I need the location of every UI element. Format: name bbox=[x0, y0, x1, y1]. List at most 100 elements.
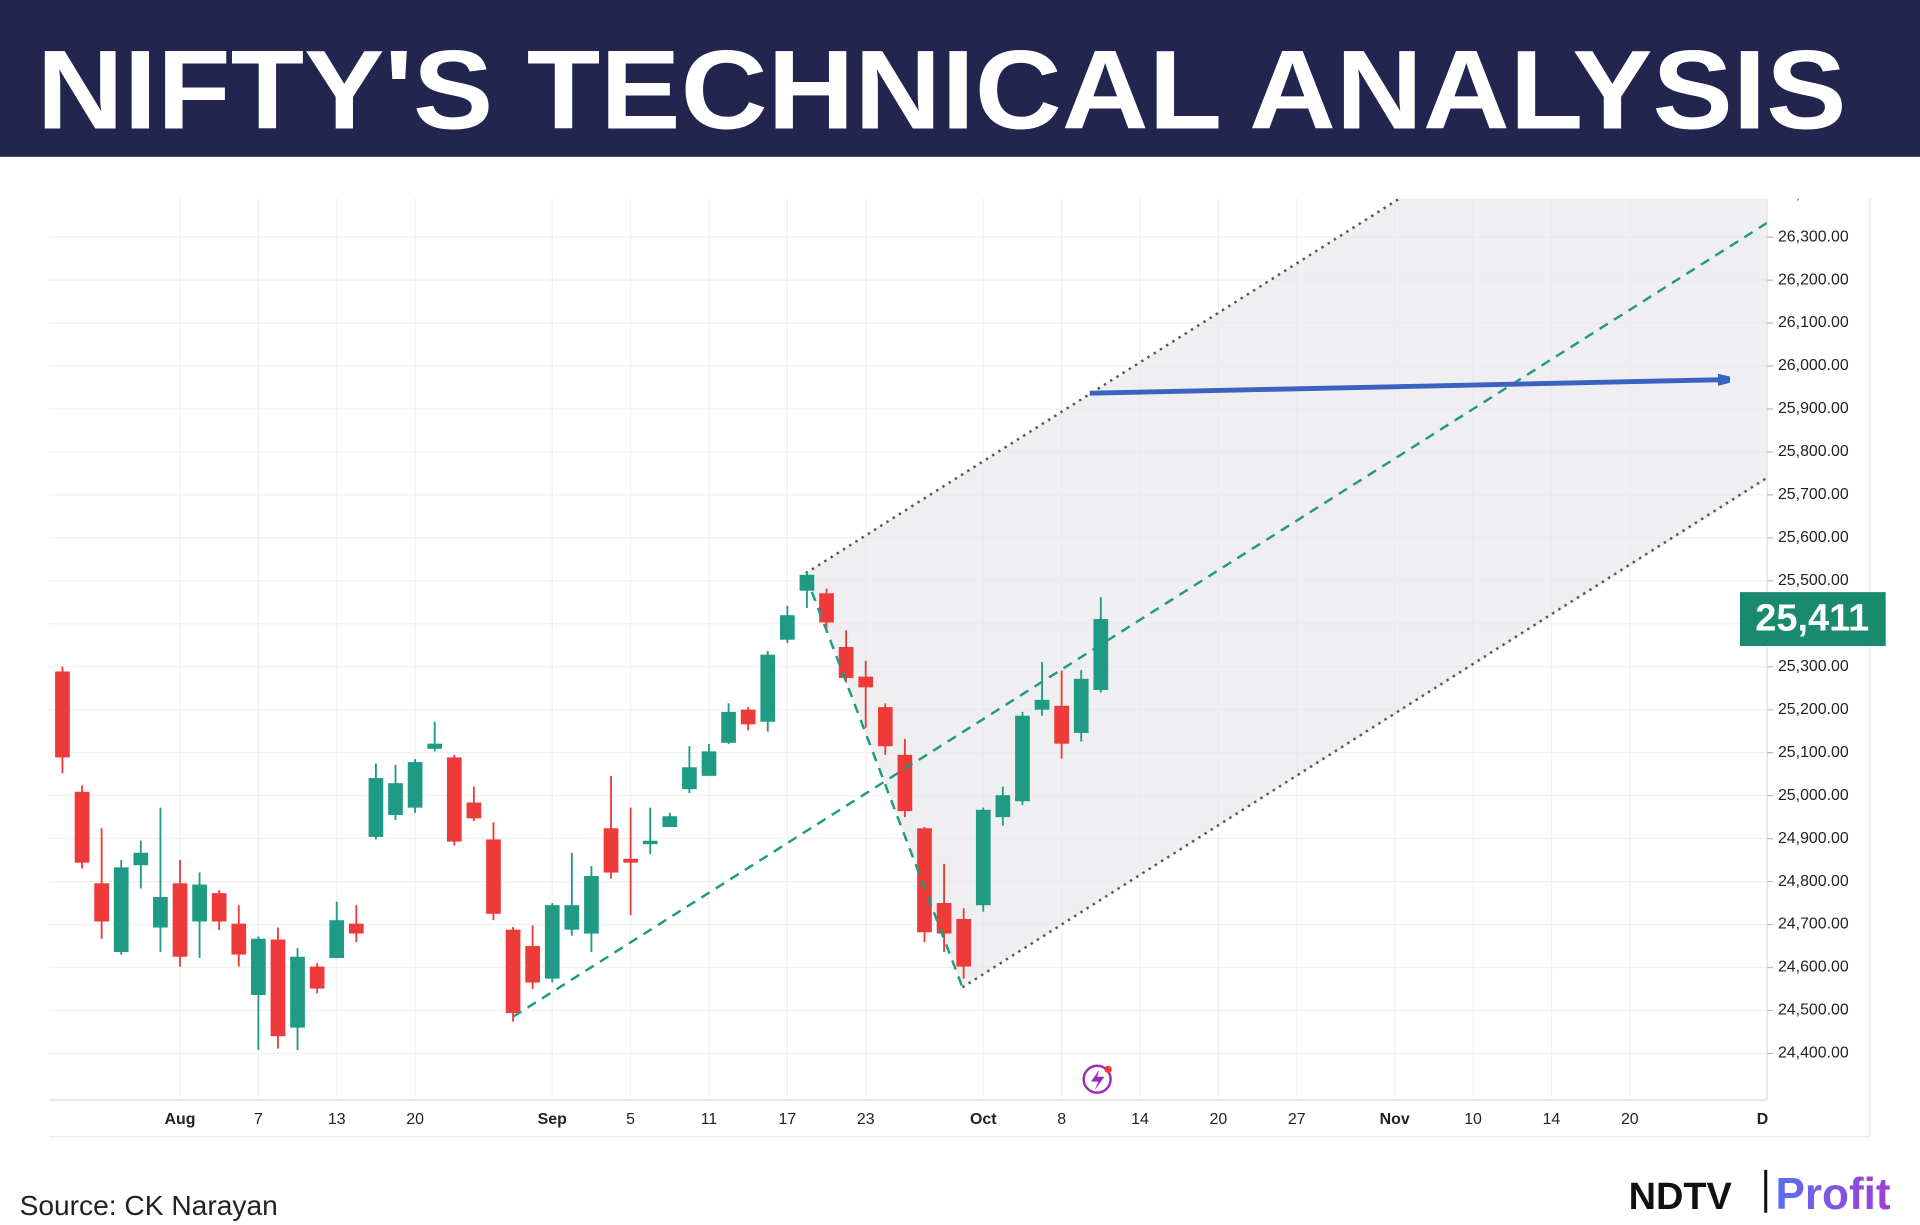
x-tick-label: Oct bbox=[970, 1111, 997, 1128]
y-tick-label: 25,500.00 bbox=[1778, 572, 1849, 589]
y-tick-label: 26,200.00 bbox=[1778, 271, 1849, 288]
y-tick-label: 25,200.00 bbox=[1778, 701, 1849, 718]
x-tick-label: 20 bbox=[1210, 1111, 1228, 1128]
candle-body bbox=[55, 671, 70, 758]
candle-body bbox=[544, 905, 560, 979]
x-tick-label: 23 bbox=[857, 1111, 875, 1128]
candle-body bbox=[1093, 619, 1109, 690]
chart-title: NIFTY'S TECHNICAL ANALYSIS bbox=[37, 27, 1847, 153]
price-tag bbox=[1740, 592, 1886, 647]
y-tick-label: 25,100.00 bbox=[1778, 744, 1849, 761]
candle-body bbox=[388, 783, 403, 815]
x-tick-label: 27 bbox=[1288, 1111, 1306, 1128]
candle-body bbox=[682, 767, 697, 790]
candle-body bbox=[701, 751, 717, 776]
candle-body bbox=[936, 903, 952, 934]
candle-body bbox=[877, 707, 893, 747]
source: Source: CK Narayan bbox=[20, 1190, 278, 1221]
candle-body bbox=[799, 574, 815, 591]
candle-body bbox=[231, 923, 247, 955]
event-icon bbox=[1082, 1064, 1112, 1094]
candle-body bbox=[623, 858, 638, 863]
x-tick-label: 11 bbox=[701, 1111, 718, 1128]
title-banner bbox=[0, 0, 1920, 157]
candle-body bbox=[780, 615, 795, 640]
candle-body bbox=[270, 939, 286, 1037]
candle-body bbox=[956, 918, 972, 967]
swing-line bbox=[804, 575, 964, 988]
y-tick-label: 24,500.00 bbox=[1778, 1002, 1849, 1019]
channel-lower bbox=[961, 476, 1767, 989]
y-tick-label: 24,800.00 bbox=[1778, 873, 1849, 890]
candle-body bbox=[897, 754, 913, 812]
candle-body bbox=[251, 938, 266, 995]
candle-body bbox=[290, 956, 305, 1028]
candle-body bbox=[603, 828, 619, 873]
candle-body bbox=[329, 920, 345, 959]
y-tick-label: 24,900.00 bbox=[1778, 830, 1849, 847]
y-tick-label: 25,300.00 bbox=[1778, 658, 1849, 675]
candle-body bbox=[760, 654, 776, 722]
candle-body bbox=[721, 711, 736, 743]
candle-body bbox=[995, 795, 1011, 818]
x-tick-label: 14 bbox=[1543, 1111, 1561, 1128]
y-tick-label: 25,800.00 bbox=[1778, 443, 1849, 460]
candle-body bbox=[505, 929, 521, 1014]
candle-body bbox=[407, 762, 423, 808]
y-tick-label: 25,700.00 bbox=[1778, 486, 1849, 503]
candle-body bbox=[466, 802, 482, 819]
y-tick-label: 25,600.00 bbox=[1778, 529, 1849, 546]
candle-body bbox=[211, 893, 227, 922]
candle-body bbox=[1034, 699, 1050, 710]
y-tick-label: 24,700.00 bbox=[1778, 916, 1849, 933]
x-tick-label: 20 bbox=[406, 1111, 424, 1128]
x-tick-label: 17 bbox=[778, 1111, 796, 1128]
x-tick-label: 13 bbox=[328, 1111, 346, 1128]
channel-shade bbox=[805, 198, 1767, 988]
y-tick-label: 26,100.00 bbox=[1778, 314, 1849, 331]
candle-body bbox=[427, 743, 443, 749]
candle-body bbox=[309, 966, 325, 989]
trend-lines bbox=[512, 221, 1767, 1018]
x-tick-label: 5 bbox=[626, 1111, 635, 1128]
price-tag-label: 25,411 bbox=[1755, 597, 1869, 639]
y-tick-label: 26,400.00 bbox=[1778, 185, 1849, 202]
candle-body bbox=[975, 809, 991, 906]
candle-body bbox=[819, 593, 834, 623]
candle-body bbox=[858, 676, 874, 688]
candle-body bbox=[172, 883, 188, 957]
candle-body bbox=[113, 867, 129, 953]
x-tick-label: 7 bbox=[254, 1111, 263, 1128]
candle-body bbox=[917, 828, 932, 933]
y-tick-label: 25,000.00 bbox=[1778, 787, 1849, 804]
candle-body bbox=[446, 757, 462, 842]
x-tick-label: Sep bbox=[538, 1111, 567, 1128]
x-tick-label: 8 bbox=[1057, 1111, 1066, 1128]
candle-body bbox=[584, 875, 599, 934]
x-tick-label: 20 bbox=[1621, 1111, 1639, 1128]
candle-body bbox=[662, 816, 678, 827]
candle-body bbox=[1073, 678, 1089, 733]
candle-body bbox=[1015, 715, 1030, 802]
candle-body bbox=[348, 923, 364, 934]
x-tick-label: Nov bbox=[1380, 1111, 1410, 1128]
candle-body bbox=[133, 852, 149, 866]
candle-body bbox=[642, 840, 658, 845]
candle-body bbox=[1054, 705, 1069, 744]
x-tick-label: 10 bbox=[1464, 1111, 1482, 1128]
candle-body bbox=[94, 883, 109, 922]
candle-body bbox=[564, 905, 580, 930]
candle-body bbox=[525, 946, 540, 983]
x-tick-label: Aug bbox=[165, 1111, 196, 1128]
y-tick-label: 26,000.00 bbox=[1778, 357, 1849, 374]
x-tick-label: De bbox=[1757, 1111, 1777, 1128]
y-tick-label: 24,400.00 bbox=[1778, 1045, 1849, 1062]
midline bbox=[512, 221, 1767, 1018]
candle-body bbox=[153, 897, 168, 928]
target-arrow bbox=[1089, 380, 1721, 396]
candle-body bbox=[740, 709, 756, 725]
y-tick-label: 24,600.00 bbox=[1778, 959, 1849, 976]
x-tick-label: 14 bbox=[1131, 1111, 1149, 1128]
annotations bbox=[805, 198, 1767, 989]
